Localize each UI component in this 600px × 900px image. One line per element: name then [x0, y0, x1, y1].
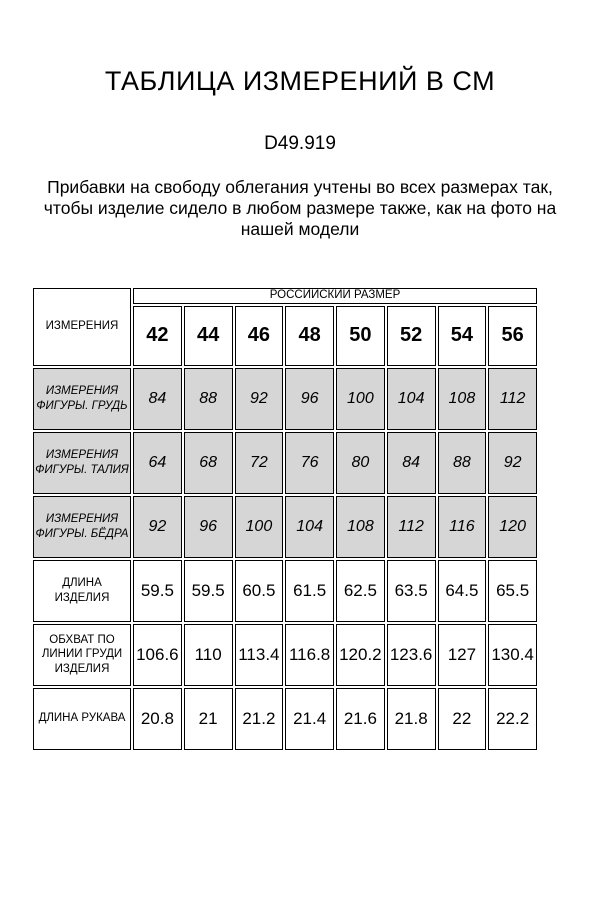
measurement-value: 100 — [234, 495, 284, 558]
table-row: ИЗМЕРЕНИЯ ФИГУРЫ. ГРУДЬ 84 88 92 96 100 104 108… — [33, 367, 537, 430]
measurement-value: 60.5 — [234, 559, 284, 622]
measurement-value: 72 — [234, 431, 284, 494]
row-label: ИЗМЕРЕНИЯ ФИГУРЫ. ТАЛИЯ — [33, 431, 131, 494]
size-header-56: 56 — [488, 305, 537, 366]
measurement-value: 59.5 — [133, 559, 182, 622]
measurement-value: 80 — [336, 431, 385, 494]
measurement-value: 113.4 — [234, 623, 284, 686]
measurement-value: 120.2 — [336, 623, 385, 686]
measurement-value: 20.8 — [133, 687, 182, 750]
measurement-value: 21.6 — [336, 687, 385, 750]
measurement-value: 88 — [183, 367, 233, 430]
row-label: ИЗМЕРЕНИЯ ФИГУРЫ. БЁДРА — [33, 495, 131, 558]
size-header-54: 54 — [437, 305, 487, 366]
measurement-value: 84 — [386, 431, 436, 494]
measurement-value: 116.8 — [285, 623, 334, 686]
measurement-value: 21 — [183, 687, 233, 750]
measurement-value: 96 — [183, 495, 233, 558]
measurement-value: 112 — [386, 495, 436, 558]
measurement-value: 123.6 — [386, 623, 436, 686]
measurement-value: 92 — [488, 431, 537, 494]
fit-note: Прибавки на свободу облегания учтены во … — [43, 176, 557, 239]
measurement-value: 104 — [285, 495, 334, 558]
measurements-table: ИЗМЕРЕНИЯ РОССИЙСКИЙ РАЗМЕР 42 44 46 48 50 52… — [31, 286, 539, 752]
page-title: ТАБЛИЦА ИЗМЕРЕНИЙ В СМ — [104, 66, 496, 96]
measurement-value: 127 — [437, 623, 487, 686]
size-numbers-row: 42 44 46 48 50 52 54 56 — [33, 305, 537, 366]
measurement-value: 120 — [488, 495, 537, 558]
measurement-value: 62.5 — [336, 559, 385, 622]
measurement-value: 112 — [488, 367, 537, 430]
size-header-44: 44 — [183, 305, 233, 366]
measurement-value: 22.2 — [488, 687, 537, 750]
measurement-value: 106.6 — [133, 623, 182, 686]
size-header-42: 42 — [133, 305, 182, 366]
table-row: ИЗМЕРЕНИЯ ФИГУРЫ. ТАЛИЯ 64 68 72 76 80 84 88 92 — [33, 431, 537, 494]
table-row: ОБХВАТ ПО ЛИНИИ ГРУДИ ИЗДЕЛИЯ 106.6 110 113… — [33, 623, 537, 686]
measurement-value: 84 — [133, 367, 182, 430]
measurement-value: 88 — [437, 431, 487, 494]
measurement-value: 108 — [336, 495, 385, 558]
measurement-value: 21.2 — [234, 687, 284, 750]
measurement-value: 21.4 — [285, 687, 334, 750]
measurement-value: 130.4 — [488, 623, 537, 686]
table-row: ИЗМЕРЕНИЯ ФИГУРЫ. БЁДРА 92 96 100 104 108 112 1… — [33, 495, 537, 558]
row-label: ДЛИНА ИЗДЕЛИЯ — [33, 559, 131, 622]
measurement-value: 108 — [437, 367, 487, 430]
measurement-value: 92 — [234, 367, 284, 430]
measurement-value: 92 — [133, 495, 182, 558]
table-row: ДЛИНА ИЗДЕЛИЯ 59.5 59.5 60.5 61.5 62.5 63.5 64.… — [33, 559, 537, 622]
measurement-value: 64.5 — [437, 559, 487, 622]
russian-size-group-header: РОССИЙСКИЙ РАЗМЕР — [133, 287, 537, 304]
size-header-46: 46 — [234, 305, 284, 366]
measurement-value: 65.5 — [488, 559, 537, 622]
row-label: ДЛИНА РУКАВА — [33, 687, 131, 750]
measurement-value: 22 — [437, 687, 487, 750]
measurement-value: 61.5 — [285, 559, 334, 622]
measurement-value: 104 — [386, 367, 436, 430]
measurement-value: 64 — [133, 431, 182, 494]
row-label: ИЗМЕРЕНИЯ ФИГУРЫ. ГРУДЬ — [33, 367, 131, 430]
measurement-value: 68 — [183, 431, 233, 494]
measurement-value: 110 — [183, 623, 233, 686]
measurement-value: 21.8 — [386, 687, 436, 750]
measurements-corner-cell: ИЗМЕРЕНИЯ — [33, 287, 131, 366]
size-header-52: 52 — [386, 305, 436, 366]
size-header-50: 50 — [336, 305, 385, 366]
table-row: ДЛИНА РУКАВА 20.8 21 21.2 21.4 21.6 21.8 22 22.2 — [33, 687, 537, 750]
measurement-value: 63.5 — [386, 559, 436, 622]
article-code: D49.919 — [264, 133, 336, 155]
row-label: ОБХВАТ ПО ЛИНИИ ГРУДИ ИЗДЕЛИЯ — [33, 623, 131, 686]
measurement-value: 116 — [437, 495, 487, 558]
russian-size-header-row: ИЗМЕРЕНИЯ РОССИЙСКИЙ РАЗМЕР — [33, 287, 537, 366]
measurement-value: 76 — [285, 431, 334, 494]
size-header-48: 48 — [285, 305, 334, 366]
measurement-value: 100 — [336, 367, 385, 430]
measurement-value: 96 — [285, 367, 334, 430]
measurement-value: 59.5 — [183, 559, 233, 622]
